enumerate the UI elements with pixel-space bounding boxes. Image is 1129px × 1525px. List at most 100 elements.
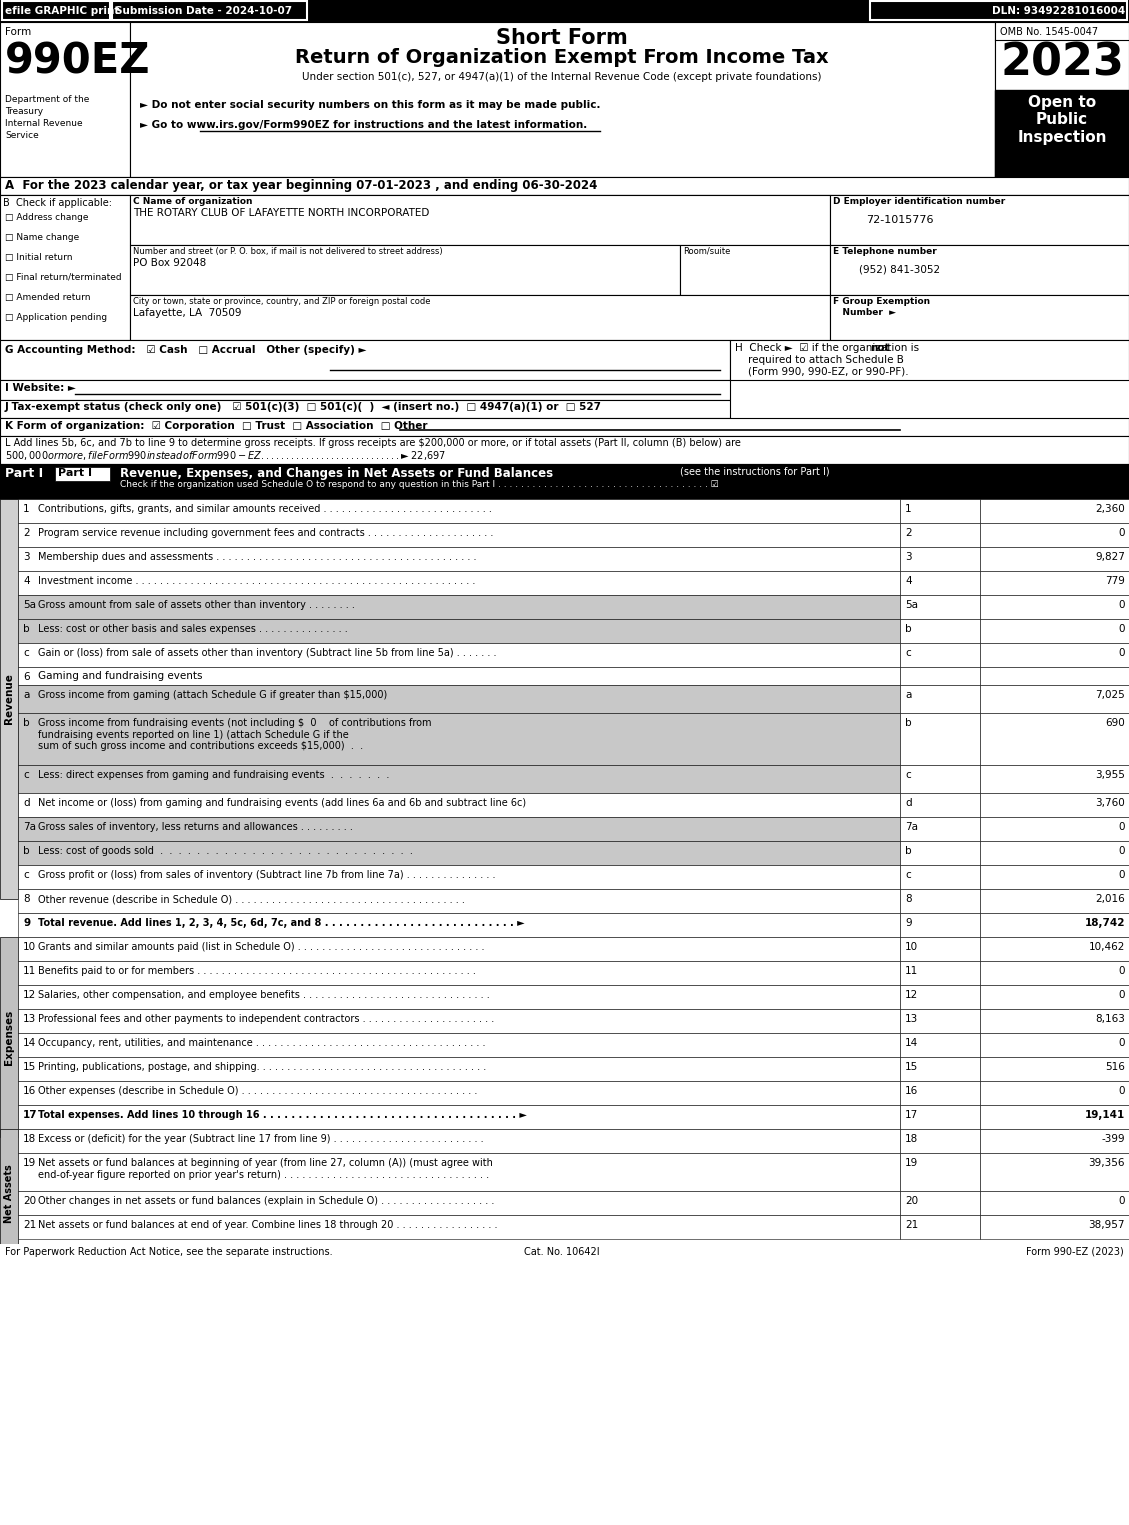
Text: efile GRAPHIC print: efile GRAPHIC print [5, 6, 120, 15]
Bar [900, 1128, 980, 1153]
Text: 39,356: 39,356 [1088, 1157, 1124, 1168]
Text: d: d [23, 798, 29, 808]
Text: G Accounting Method:   ☑ Cash   □ Accrual   Other (specify) ►: G Accounting Method: ☑ Cash □ Accrual Ot… [5, 345, 367, 355]
Text: □ Address change: □ Address change [5, 214, 88, 223]
Text: Gross amount from sale of assets other than inventory . . . . . . . .: Gross amount from sale of assets other t… [38, 599, 355, 610]
Bar [18, 1128, 900, 1153]
Text: 15: 15 [905, 1061, 918, 1072]
Text: 7a: 7a [905, 822, 918, 833]
Bar [18, 547, 900, 570]
Bar [980, 766, 1129, 793]
Bar [0, 195, 1129, 340]
Text: 9,827: 9,827 [1095, 552, 1124, 563]
Text: Cat. No. 10642I: Cat. No. 10642I [524, 1247, 599, 1257]
Text: b: b [23, 624, 29, 634]
Text: Submission Date - 2024-10-07: Submission Date - 2024-10-07 [115, 6, 292, 15]
Text: Number and street (or P. O. box, if mail is not delivered to street address): Number and street (or P. O. box, if mail… [133, 247, 443, 256]
Bar [18, 499, 900, 523]
Bar [0, 0, 1129, 21]
Text: DLN: 93492281016004: DLN: 93492281016004 [991, 6, 1124, 15]
Bar [900, 714, 980, 766]
Text: 20: 20 [23, 1196, 36, 1206]
Text: 11: 11 [905, 965, 918, 976]
Bar [980, 1081, 1129, 1106]
Text: 0: 0 [1119, 990, 1124, 1000]
Text: required to attach Schedule B: required to attach Schedule B [735, 355, 904, 364]
Text: 13: 13 [905, 1014, 918, 1023]
Text: 0: 0 [1119, 1196, 1124, 1206]
Text: 0: 0 [1119, 965, 1124, 976]
Bar [2, 2, 110, 20]
Text: □ Initial return: □ Initial return [5, 253, 72, 262]
Text: I Website: ►: I Website: ► [5, 383, 76, 393]
Text: 5a: 5a [23, 599, 36, 610]
Bar [900, 793, 980, 817]
Bar [980, 1215, 1129, 1238]
Bar [112, 2, 307, 20]
Bar [0, 380, 730, 400]
Text: 516: 516 [1105, 1061, 1124, 1072]
Bar [980, 1128, 1129, 1153]
Text: 2023: 2023 [1000, 43, 1124, 85]
Bar [0, 936, 18, 1138]
Text: K Form of organization:  ☑ Corporation  □ Trust  □ Association  □ Other: K Form of organization: ☑ Corporation □ … [5, 421, 428, 432]
Text: 4: 4 [905, 576, 911, 586]
Text: Internal Revenue: Internal Revenue [5, 119, 82, 128]
Text: 690: 690 [1105, 718, 1124, 727]
Text: 19,141: 19,141 [1085, 1110, 1124, 1119]
Bar [18, 644, 900, 666]
Text: PO Box 92048: PO Box 92048 [133, 258, 207, 268]
Bar [980, 547, 1129, 570]
Bar [18, 595, 900, 619]
Bar [980, 1153, 1129, 1191]
Bar [980, 714, 1129, 766]
Bar [18, 766, 900, 793]
Text: ► Go to www.irs.gov/Form990EZ for instructions and the latest information.: ► Go to www.irs.gov/Form990EZ for instru… [140, 120, 587, 130]
Text: Revenue, Expenses, and Changes in Net Assets or Fund Balances: Revenue, Expenses, and Changes in Net As… [120, 467, 553, 480]
Text: Lafayette, LA  70509: Lafayette, LA 70509 [133, 308, 242, 319]
Text: □ Name change: □ Name change [5, 233, 79, 242]
Text: c: c [23, 770, 28, 779]
Text: Gaming and fundraising events: Gaming and fundraising events [38, 671, 202, 682]
Text: b: b [905, 718, 911, 727]
Text: Expenses: Expenses [5, 1010, 14, 1064]
Text: □ Amended return: □ Amended return [5, 293, 90, 302]
Text: b: b [23, 846, 29, 856]
Bar [900, 840, 980, 865]
Bar [18, 714, 900, 766]
Bar [130, 21, 995, 177]
Text: c: c [23, 869, 28, 880]
Text: 10: 10 [905, 942, 918, 952]
Bar [18, 1032, 900, 1057]
Bar [0, 195, 130, 340]
Bar [980, 1191, 1129, 1215]
Text: Under section 501(c), 527, or 4947(a)(1) of the Internal Revenue Code (except pr: Under section 501(c), 527, or 4947(a)(1)… [303, 72, 822, 82]
Bar [980, 570, 1129, 595]
Text: -399: -399 [1102, 1135, 1124, 1144]
Text: Gross sales of inventory, less returns and allowances . . . . . . . . .: Gross sales of inventory, less returns a… [38, 822, 353, 833]
Text: Gross income from gaming (attach Schedule G if greater than $15,000): Gross income from gaming (attach Schedul… [38, 689, 387, 700]
Text: H  Check ►  ☑ if the organization is: H Check ► ☑ if the organization is [735, 343, 922, 352]
Bar [900, 817, 980, 840]
Text: Room/suite: Room/suite [683, 247, 730, 256]
Bar [980, 644, 1129, 666]
Text: 8: 8 [23, 894, 29, 904]
Text: Gain or (loss) from sale of assets other than inventory (Subtract line 5b from l: Gain or (loss) from sale of assets other… [38, 648, 497, 657]
Bar [830, 195, 1129, 246]
Bar [900, 1081, 980, 1106]
Bar [0, 436, 1129, 464]
Text: 779: 779 [1105, 576, 1124, 586]
Bar [980, 1032, 1129, 1057]
Bar [18, 619, 900, 644]
Text: (see the instructions for Part I): (see the instructions for Part I) [680, 467, 830, 477]
Text: Form 990-EZ (2023): Form 990-EZ (2023) [1026, 1247, 1124, 1257]
Text: Less: cost of goods sold  .  .  .  .  .  .  .  .  .  .  .  .  .  .  .  .  .  .  : Less: cost of goods sold . . . . . . . .… [38, 846, 413, 856]
Bar [900, 1215, 980, 1238]
Text: 8: 8 [905, 894, 911, 904]
Bar [0, 1128, 18, 1260]
Bar [980, 913, 1129, 936]
Bar [900, 666, 980, 685]
Text: c: c [905, 770, 911, 779]
Text: Net assets or fund balances at beginning of year (from line 27, column (A)) (mus: Net assets or fund balances at beginning… [38, 1157, 493, 1180]
Text: OMB No. 1545-0047: OMB No. 1545-0047 [1000, 27, 1099, 37]
